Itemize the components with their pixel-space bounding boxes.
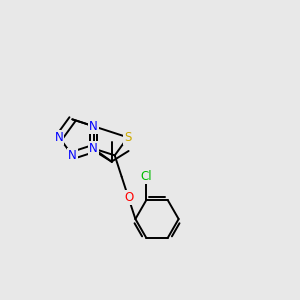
Text: N: N (55, 131, 64, 144)
Text: O: O (124, 191, 133, 204)
Text: Cl: Cl (140, 170, 152, 183)
Text: N: N (89, 142, 98, 155)
Text: S: S (124, 131, 131, 144)
Text: N: N (89, 120, 98, 133)
Text: N: N (68, 149, 77, 162)
